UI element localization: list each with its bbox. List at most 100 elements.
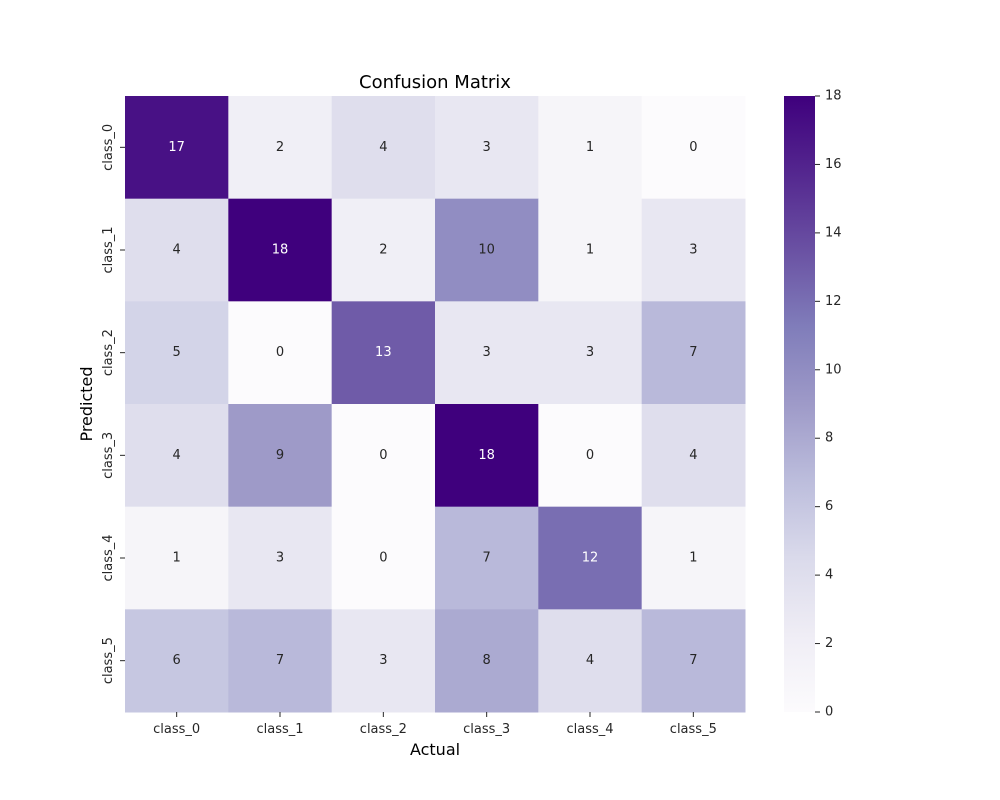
colorbar-tick-label: 16 — [825, 157, 842, 172]
cell-value-label: 1 — [586, 140, 594, 155]
cell-value-label: 1 — [689, 551, 697, 566]
cell-value-label: 4 — [586, 653, 594, 668]
cell-value-label: 0 — [379, 448, 387, 463]
cell-value-label: 13 — [375, 345, 392, 360]
heatmap-cell — [641, 301, 746, 405]
heatmap-cell — [641, 198, 746, 302]
heatmap-cell — [641, 96, 746, 200]
heatmap-cell — [331, 96, 436, 200]
heatmap-cell — [331, 506, 436, 610]
heatmap-cell — [228, 301, 333, 405]
cell-value-label: 5 — [173, 345, 181, 360]
heatmap-cell — [331, 301, 436, 405]
cell-value-label: 0 — [586, 448, 594, 463]
heatmap-cell — [228, 96, 333, 200]
cell-value-label: 18 — [478, 448, 495, 463]
y-tick-label: class_0 — [101, 124, 116, 171]
x-axis-ticks: class_0 class_1 class_2 class_3 class_4 class… — [153, 712, 717, 737]
x-tick-label: class_0 — [153, 722, 200, 737]
x-tick-label: class_1 — [256, 722, 303, 737]
heatmap-cell — [538, 198, 643, 302]
cell-value-label: 0 — [689, 140, 697, 155]
heatmap-cell — [228, 609, 333, 713]
heatmap-cell — [641, 506, 746, 610]
heatmap-cell — [538, 301, 643, 405]
heatmap-cell — [435, 404, 539, 508]
heatmap-cell — [641, 404, 746, 508]
heatmap-cell — [228, 506, 333, 610]
heatmap-cell — [538, 506, 643, 610]
cell-value-label: 1 — [586, 243, 594, 258]
cell-value-label: 6 — [173, 653, 181, 668]
colorbar-ticks: 0 2 4 6 8 10 12 14 16 18 — [815, 89, 842, 720]
heatmap-cell — [331, 198, 436, 302]
heatmap-cell — [538, 404, 643, 508]
y-tick-label: class_2 — [101, 329, 116, 376]
cell-value-label: 2 — [379, 243, 387, 258]
heatmap-cell — [435, 609, 539, 713]
chart-title: Confusion Matrix — [359, 72, 511, 93]
cell-value-label: 3 — [379, 653, 387, 668]
cell-value-label: 7 — [276, 653, 284, 668]
y-tick-label: class_3 — [101, 432, 116, 479]
cell-value-label: 3 — [586, 345, 594, 360]
heatmap-cell — [331, 404, 436, 508]
x-tick-label: class_3 — [463, 722, 510, 737]
heatmap-cell — [331, 609, 436, 713]
colorbar-tick-label: 18 — [825, 89, 842, 104]
heatmap-cell — [125, 404, 229, 508]
heatmap-cell — [435, 198, 539, 302]
cell-value-label: 1 — [173, 551, 181, 566]
heatmap-cell — [538, 96, 643, 200]
heatmap-cell — [125, 96, 229, 200]
heatmap-cell — [125, 301, 229, 405]
colorbar-tick-label: 14 — [825, 225, 842, 240]
heatmap-cell — [228, 198, 333, 302]
heatmap-cell — [125, 609, 229, 713]
colorbar-tick-label: 6 — [825, 499, 833, 514]
heatmap-cell — [228, 404, 333, 508]
x-tick-label: class_5 — [670, 722, 717, 737]
heatmap-cell — [435, 96, 539, 200]
x-axis-label: Actual — [410, 740, 460, 759]
colorbar-tick-label: 12 — [825, 294, 842, 309]
heatmap-cell — [538, 609, 643, 713]
heatmap-cell — [641, 609, 746, 713]
y-tick-label: class_5 — [101, 637, 116, 684]
cell-value-label: 17 — [168, 140, 185, 155]
y-tick-label: class_1 — [101, 226, 116, 273]
cell-value-label: 2 — [276, 140, 284, 155]
heatmap-cell — [435, 506, 539, 610]
cell-value-label: 7 — [689, 345, 697, 360]
cell-value-label: 3 — [483, 345, 491, 360]
heatmap-grid — [125, 96, 746, 713]
cell-value-label: 7 — [689, 653, 697, 668]
x-tick-label: class_2 — [360, 722, 407, 737]
x-tick-label: class_4 — [566, 722, 613, 737]
cell-value-label: 18 — [272, 243, 289, 258]
cell-value-label: 4 — [173, 448, 181, 463]
cell-value-label: 3 — [276, 551, 284, 566]
y-axis-ticks: class_0 class_1 class_2 class_3 class_4class… — [101, 124, 125, 684]
cell-value-label: 12 — [582, 551, 599, 566]
colorbar — [784, 96, 815, 712]
cell-value-label: 3 — [483, 140, 491, 155]
heatmap-cell — [125, 198, 229, 302]
cell-value-label: 4 — [173, 243, 181, 258]
cell-value-label: 4 — [689, 448, 697, 463]
cell-value-labels: 17 2 4 3 1 04 18 2 10 1 35 0 13 3 3 74 9 0 18 0 41 3 0 7 12 16 7 3 8… — [168, 140, 697, 668]
cell-value-label: 8 — [483, 653, 491, 668]
y-tick-label: class_4 — [101, 534, 116, 581]
heatmap-cell — [435, 301, 539, 405]
colorbar-tick-label: 8 — [825, 431, 833, 446]
heatmap-cell — [125, 506, 229, 610]
colorbar-tick-label: 2 — [825, 636, 833, 651]
cell-value-label: 0 — [276, 345, 284, 360]
cell-value-label: 4 — [379, 140, 387, 155]
cell-value-label: 0 — [379, 551, 387, 566]
colorbar-tick-label: 10 — [825, 362, 842, 377]
y-axis-label: Predicted — [77, 366, 96, 441]
colorbar-tick-label: 0 — [825, 705, 833, 720]
cell-value-label: 9 — [276, 448, 284, 463]
